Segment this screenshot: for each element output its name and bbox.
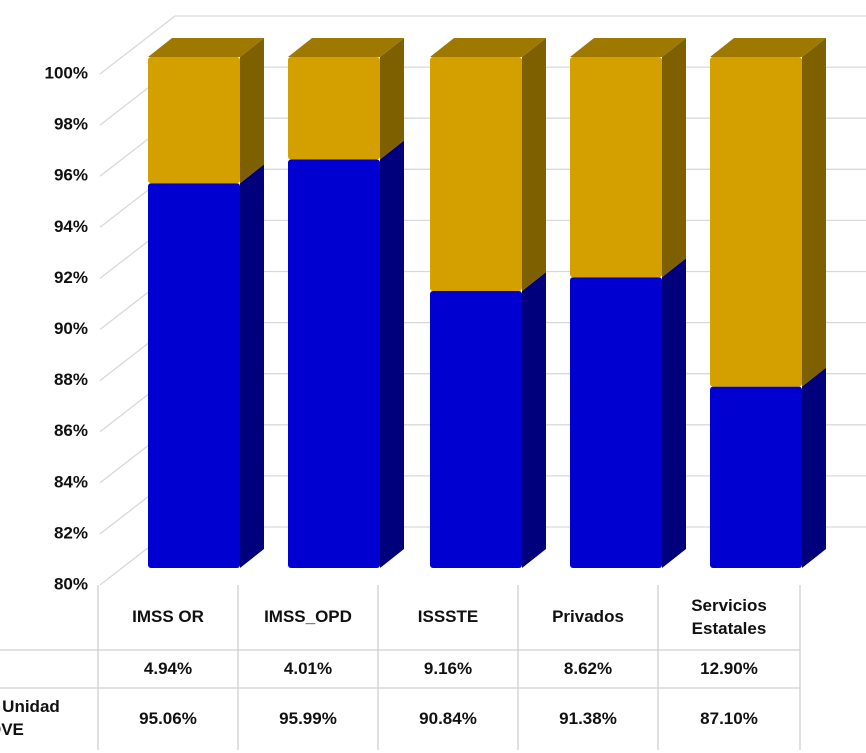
y-tick-label: 98%: [54, 115, 88, 134]
bar-side: [380, 38, 404, 160]
y-tick-label: 100%: [45, 63, 88, 82]
table-cell: a Unidad OVE: [0, 697, 60, 739]
table-cell: 87.10%: [700, 708, 758, 728]
y-tick-label: 86%: [54, 421, 88, 440]
table-cell-text: Privados: [552, 607, 624, 627]
y-tick-label: 90%: [54, 319, 88, 338]
table-cell-text: a Unidad OVE: [0, 697, 60, 739]
y-tick-label: 92%: [54, 268, 88, 287]
bar-side: [662, 38, 686, 278]
table-cell-text: IMSS_OPD: [264, 607, 352, 627]
bar-side: [522, 272, 546, 568]
table-cell-text: 95.06%: [139, 708, 197, 728]
table-cell: 4.94%: [143, 658, 193, 678]
bar-side: [240, 164, 264, 569]
bar-top: [288, 38, 404, 57]
bar-top: [430, 38, 546, 57]
bar-top: [148, 38, 264, 57]
bar-side: [802, 38, 826, 387]
y-tick-label: 96%: [54, 166, 88, 185]
table-cell-text: ISSSTE: [417, 607, 479, 627]
table-cell-text: 91.38%: [559, 708, 617, 728]
table-cell: IMSS OR: [132, 607, 204, 627]
table-cell-text: 95.99%: [279, 708, 337, 728]
table-cell: 9.16%: [423, 658, 473, 678]
bar-segment: [570, 277, 662, 568]
table-cell: 12.90%: [700, 658, 758, 678]
table-cell: 91.38%: [559, 708, 617, 728]
y-tick-label: 94%: [54, 217, 88, 236]
bar-segment: [430, 291, 522, 568]
table-cell-text: 12.90%: [700, 658, 758, 678]
table-cell: ISSSTE: [417, 607, 479, 627]
table-cell-text: 9.16%: [423, 658, 473, 678]
y-tick-label: 80%: [54, 574, 88, 593]
bar-segment: [288, 57, 380, 160]
bar-side: [240, 38, 264, 184]
table-cell-text: 4.94%: [143, 658, 193, 678]
table-cell-text: 4.01%: [283, 658, 333, 678]
y-tick-label: 84%: [54, 472, 88, 491]
y-tick-label: 88%: [54, 370, 88, 389]
table-cell-text: 8.62%: [563, 658, 613, 678]
bar-side: [662, 258, 686, 568]
table-cell: 95.06%: [139, 708, 197, 728]
table-cell: 95.99%: [279, 708, 337, 728]
bar-segment: [288, 159, 380, 568]
table-cell: 8.62%: [563, 658, 613, 678]
grid-line: [99, 15, 866, 75]
bar-segment: [148, 57, 240, 184]
bar-side: [522, 38, 546, 292]
bar-side: [380, 140, 404, 568]
table-cell: 4.01%: [283, 658, 333, 678]
table-cell-text: 87.10%: [700, 708, 758, 728]
table-cell: IMSS_OPD: [264, 607, 352, 627]
table-cell-text: 90.84%: [419, 708, 477, 728]
bar-top: [710, 38, 826, 57]
bar-side: [802, 367, 826, 568]
table-cell: Servicios Estatales: [691, 595, 767, 638]
table-cell: Privados: [552, 607, 624, 627]
bar-segment: [148, 183, 240, 569]
bar-segment: [710, 57, 802, 387]
table-cell: 90.84%: [419, 708, 477, 728]
bar-segment: [710, 386, 802, 568]
y-tick-label: 82%: [54, 523, 88, 542]
table-cell-text: Servicios Estatales: [691, 595, 767, 638]
bar-segment: [430, 57, 522, 292]
bar-segment: [570, 57, 662, 278]
table-cell-text: IMSS OR: [132, 607, 204, 627]
bar-top: [570, 38, 686, 57]
